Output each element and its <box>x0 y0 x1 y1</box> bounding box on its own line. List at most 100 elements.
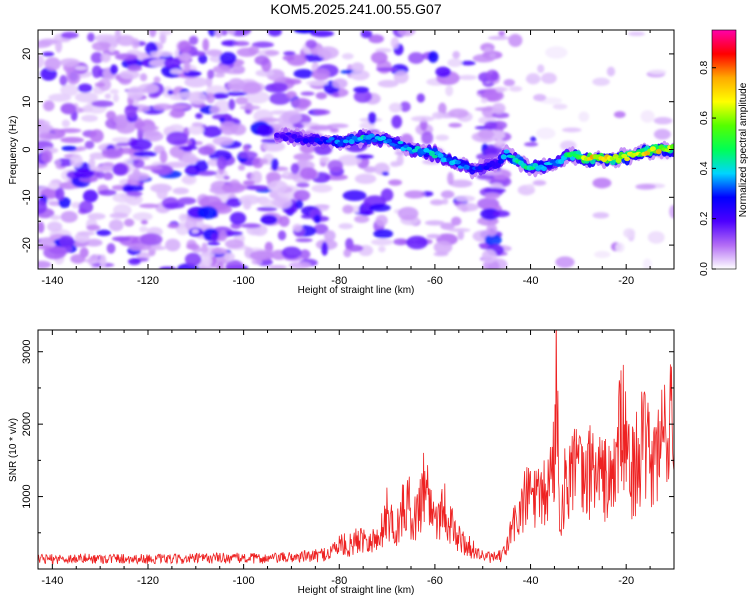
snr-x-tick-label: -80 <box>331 575 347 587</box>
noise-blob <box>156 185 168 200</box>
colorbar-tick-label: 0.2 <box>699 211 710 225</box>
noise-blob <box>427 51 439 63</box>
noise-blob <box>292 223 303 232</box>
ridge-mark <box>380 135 387 141</box>
noise-blob <box>47 181 60 190</box>
noise-blob <box>191 228 199 234</box>
noise-blob <box>592 177 612 189</box>
noise-blob <box>474 107 496 112</box>
noise-blob <box>54 159 62 167</box>
noise-blob <box>315 92 328 100</box>
noise-blob <box>426 233 441 239</box>
noise-blob <box>227 78 245 92</box>
noise-blob <box>108 219 124 232</box>
noise-blob <box>416 93 425 103</box>
noise-blob <box>61 145 77 152</box>
noise-blob <box>90 52 104 64</box>
noise-blob <box>140 219 148 225</box>
noise-blob <box>273 197 293 209</box>
noise-blob <box>533 94 547 102</box>
noise-blob <box>435 134 449 141</box>
spectrogram-y-tick-label: 10 <box>21 96 33 108</box>
noise-blob <box>209 105 221 114</box>
noise-blob <box>61 119 71 128</box>
noise-blob <box>111 236 131 242</box>
colorbar-label: Normalized spectral amplitude <box>738 82 749 217</box>
noise-blob <box>60 136 85 144</box>
noise-blob <box>277 230 287 241</box>
noise-blob <box>623 228 636 239</box>
noise-blob <box>486 223 498 237</box>
noise-blob <box>102 172 114 181</box>
noise-blob <box>270 158 279 171</box>
noise-blob <box>178 145 198 151</box>
noise-blob <box>98 189 117 196</box>
noise-blob <box>452 51 460 59</box>
noise-blob <box>290 163 300 175</box>
ridge-mark <box>670 143 674 150</box>
noise-blob <box>148 30 157 38</box>
noise-blob <box>166 131 189 146</box>
noise-blob <box>96 170 105 179</box>
noise-blob <box>99 254 107 268</box>
noise-blob <box>440 222 455 230</box>
noise-blob <box>526 183 535 189</box>
noise-blob <box>184 76 208 88</box>
noise-blob <box>327 159 344 172</box>
noise-blob <box>369 203 391 212</box>
colorbar-frame <box>711 29 737 270</box>
noise-blob <box>484 121 498 130</box>
noise-blob <box>238 164 246 171</box>
noise-blob <box>399 101 411 112</box>
ridge-mark <box>431 154 438 159</box>
noise-blob <box>136 251 151 260</box>
noise-blob <box>84 140 95 149</box>
noise-blob <box>448 227 471 233</box>
noise-blob <box>58 235 75 248</box>
noise-blob <box>363 166 377 173</box>
noise-blob <box>370 51 388 64</box>
noise-blob <box>480 208 500 220</box>
noise-blob <box>354 215 370 224</box>
noise-blob <box>164 238 181 252</box>
noise-blob <box>484 192 500 200</box>
noise-blob <box>91 41 112 52</box>
noise-blob <box>139 226 149 233</box>
noise-blob <box>225 91 248 96</box>
noise-blob <box>41 149 53 164</box>
noise-blob <box>240 81 262 95</box>
ridge-mark <box>540 166 547 172</box>
noise-blob <box>457 74 478 80</box>
noise-blob <box>456 202 479 212</box>
snr-series-line <box>38 330 674 565</box>
noise-blob <box>60 103 77 115</box>
noise-blob <box>85 238 103 247</box>
noise-blob <box>524 142 539 147</box>
noise-blob <box>503 79 515 87</box>
noise-blob <box>182 174 197 185</box>
ridge-mark <box>497 159 504 164</box>
noise-blob <box>640 110 655 123</box>
noise-blob <box>447 58 463 68</box>
noise-blob <box>38 260 52 269</box>
noise-blob <box>191 122 204 127</box>
snr-x-tick-label: -100 <box>233 575 255 587</box>
noise-blob <box>341 53 354 60</box>
noise-blob <box>448 122 462 128</box>
noise-blob <box>195 113 203 119</box>
spectrogram-x-tick-label: -120 <box>137 275 159 287</box>
ridge-mark <box>558 158 565 165</box>
noise-blob <box>669 204 674 219</box>
noise-blob <box>562 127 582 133</box>
noise-blob <box>178 40 192 54</box>
noise-blob <box>201 255 213 267</box>
noise-blob <box>233 41 250 47</box>
spectrogram-x-tick-label: -20 <box>618 275 634 287</box>
noise-blob <box>206 92 215 104</box>
noise-blob <box>353 86 370 93</box>
noise-blob <box>324 174 348 181</box>
noise-blob <box>286 91 297 99</box>
noise-blob <box>55 187 65 201</box>
noise-blob <box>450 216 462 226</box>
noise-blob <box>267 30 282 37</box>
